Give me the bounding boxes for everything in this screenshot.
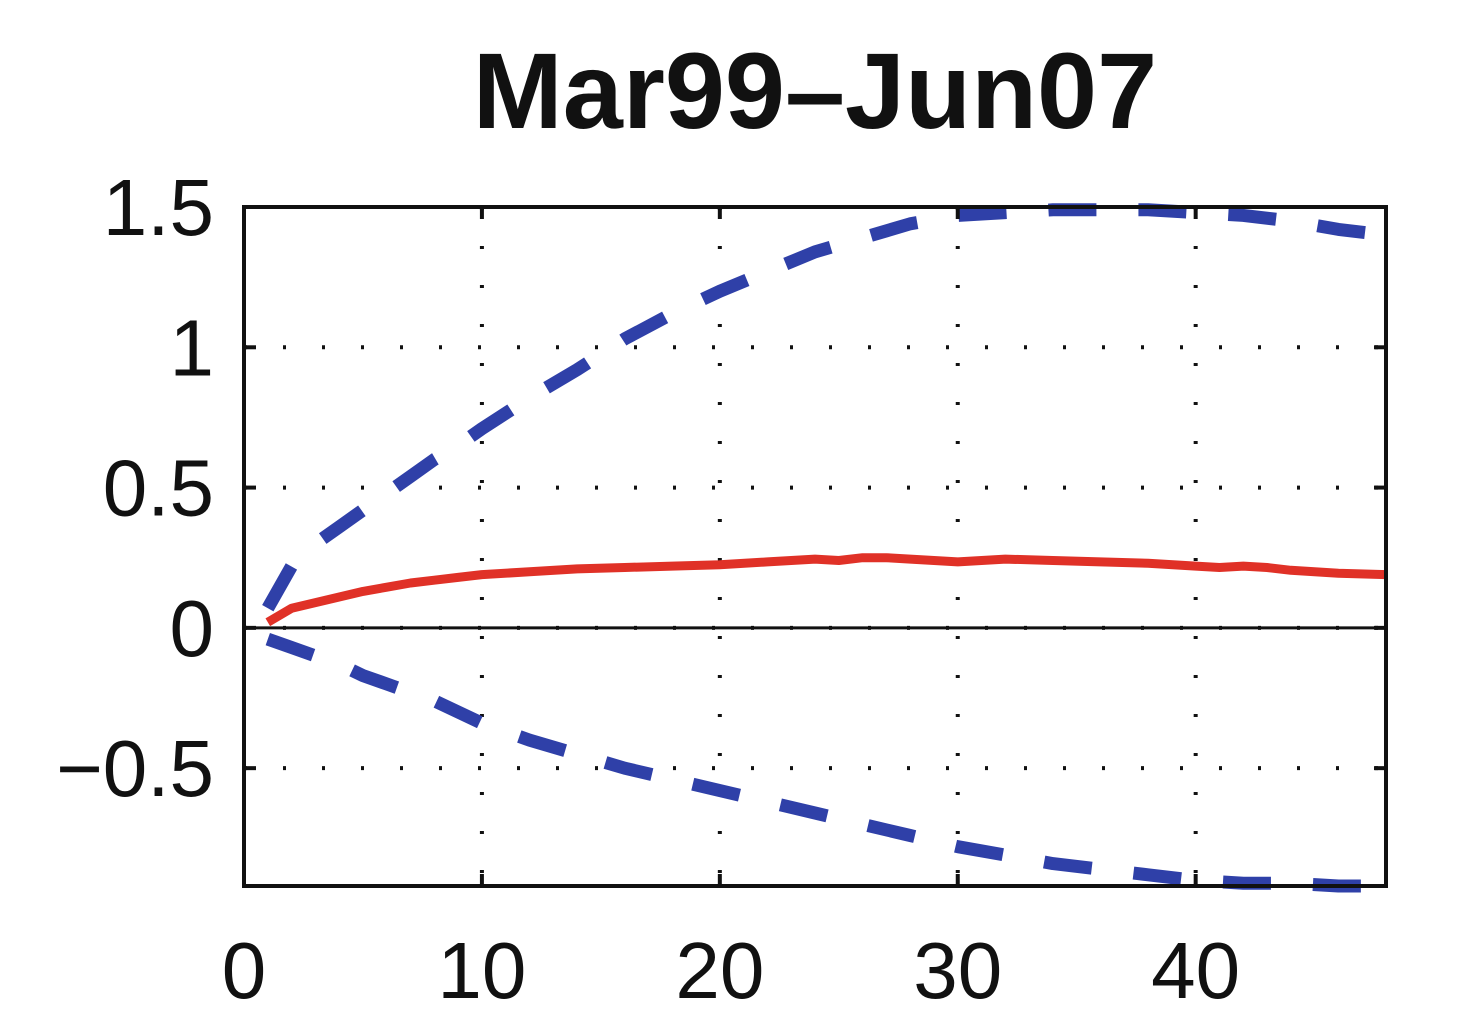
x-tick-label: 10 bbox=[437, 926, 526, 1015]
plot-frame-rect bbox=[242, 205, 1388, 888]
y-tick-label: 0 bbox=[170, 584, 215, 673]
y-tick-label: 1.5 bbox=[103, 163, 214, 252]
y-tick-label: −0.5 bbox=[56, 724, 214, 813]
x-tick-label: 20 bbox=[675, 926, 764, 1015]
x-tick-label: 0 bbox=[222, 926, 267, 1015]
upper-band-line bbox=[262, 203, 1387, 612]
tick-labels: 0 10 20 30 40 −0.5 0 0.5 1 1.5 bbox=[56, 163, 1240, 1015]
lower-band-line bbox=[265, 632, 1386, 893]
x-tick-label: 30 bbox=[913, 926, 1002, 1015]
plot-frame bbox=[242, 205, 1388, 888]
series-layer bbox=[262, 203, 1387, 893]
y-tick-label: 1 bbox=[170, 303, 215, 392]
y-tick-label: 0.5 bbox=[103, 444, 214, 533]
estimate-line bbox=[265, 553, 1387, 627]
chart-title: Mar99–Jun07 bbox=[473, 30, 1157, 151]
x-tick-label: 40 bbox=[1151, 926, 1240, 1015]
